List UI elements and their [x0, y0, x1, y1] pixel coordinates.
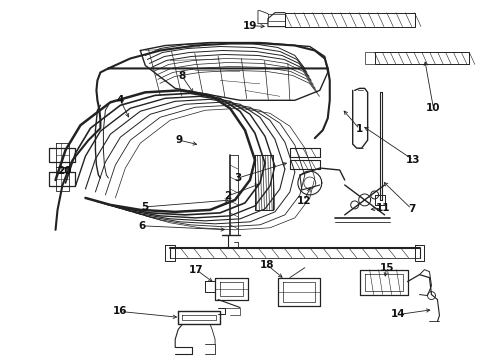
Text: 12: 12: [296, 196, 311, 206]
Text: 18: 18: [260, 260, 274, 270]
Text: 17: 17: [189, 265, 203, 275]
Text: 2: 2: [224, 191, 232, 201]
Text: 19: 19: [243, 21, 257, 31]
Text: 14: 14: [391, 310, 406, 319]
Text: 5: 5: [142, 202, 149, 212]
Text: 10: 10: [426, 103, 441, 113]
Text: 8: 8: [178, 71, 186, 81]
Text: 15: 15: [379, 263, 394, 273]
Text: 13: 13: [406, 155, 421, 165]
Text: 7: 7: [408, 204, 415, 214]
Text: 16: 16: [113, 306, 127, 316]
Text: 1: 1: [356, 124, 363, 134]
Text: 9: 9: [175, 135, 183, 145]
Text: 3: 3: [234, 173, 242, 183]
Text: 20: 20: [57, 166, 72, 176]
Text: 4: 4: [117, 95, 124, 105]
Text: 6: 6: [139, 221, 146, 231]
Text: 11: 11: [375, 203, 390, 213]
